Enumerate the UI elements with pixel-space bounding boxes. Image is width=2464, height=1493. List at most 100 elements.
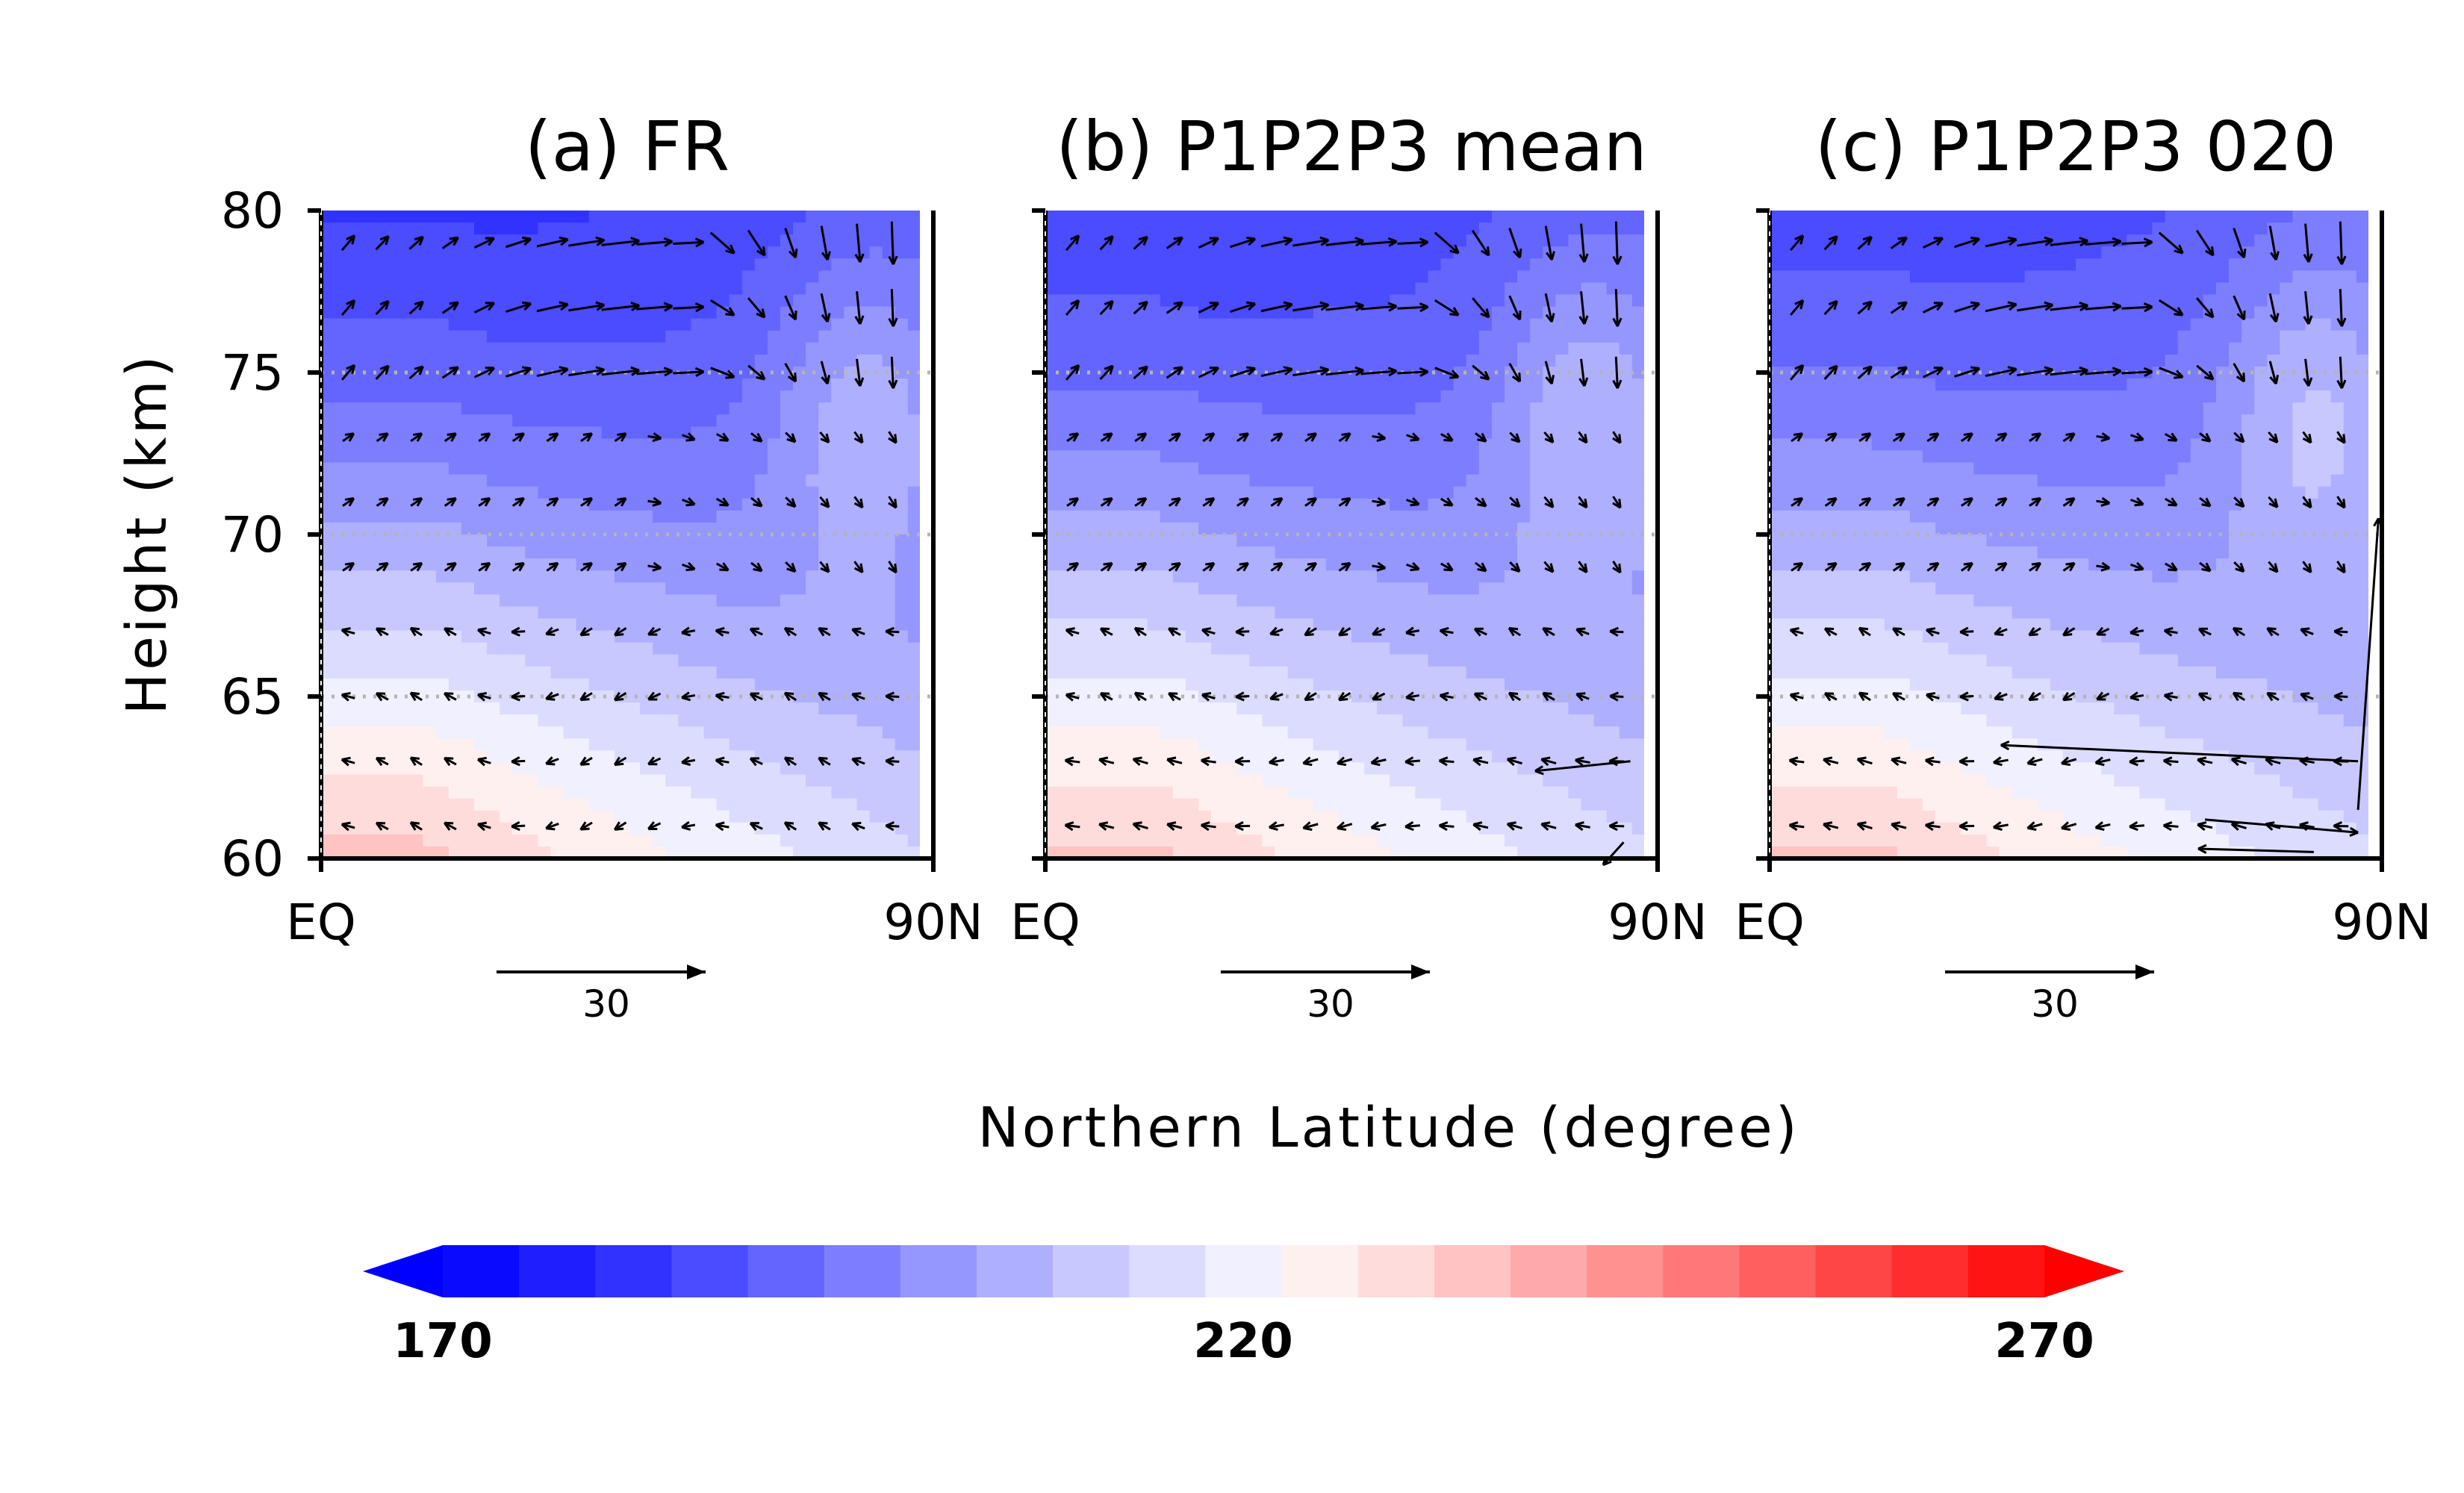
wind-vector (1857, 365, 1873, 380)
wind-vector (2164, 432, 2178, 442)
wind-vector (851, 627, 865, 637)
wind-vector (579, 821, 593, 831)
wind-vector (2017, 301, 2054, 312)
wind-vector (614, 432, 627, 443)
wind-vector (1099, 364, 1114, 380)
wind-vector (1133, 235, 1148, 250)
wind-vector (1360, 367, 1398, 377)
wind-vector (818, 627, 831, 637)
wind-vector (885, 821, 900, 832)
wind-vector (1472, 364, 1490, 381)
wind-vector (409, 821, 423, 831)
wind-vector (783, 626, 797, 637)
wind-vector (1540, 756, 1557, 767)
wind-vector (709, 231, 735, 255)
panel-a-reference-vector: 30 (497, 964, 706, 1026)
wind-vector (2302, 431, 2312, 444)
wind-vector (851, 821, 865, 832)
wind-vector (1959, 821, 1975, 832)
wind-vector (1099, 299, 1114, 316)
wind-vector (1506, 821, 1522, 831)
wind-vector (1338, 561, 1351, 572)
wind-vector (1959, 691, 1974, 702)
wind-vector (818, 691, 831, 702)
wind-vector (715, 691, 729, 702)
wind-vector (1269, 821, 1284, 832)
wind-vector (681, 756, 696, 767)
wind-vector (1543, 431, 1555, 444)
wind-vector (1612, 560, 1622, 574)
y-axis-title: Height (km) (115, 353, 179, 715)
panel-b-vectors (1064, 221, 1631, 867)
wind-vector (1372, 626, 1386, 636)
wind-vector (473, 302, 495, 314)
wind-vector (784, 228, 798, 259)
colorbar-segment (671, 1245, 749, 1297)
wind-vector (579, 756, 593, 766)
wind-vector (1858, 497, 1872, 507)
wind-vector (1066, 561, 1080, 572)
wind-vector (2162, 756, 2179, 767)
wind-vector (410, 497, 423, 507)
wind-vector (2129, 626, 2144, 637)
wind-vector (1789, 627, 1804, 637)
wind-vector (854, 291, 865, 325)
wind-vector (477, 692, 491, 702)
wind-vector (2266, 627, 2280, 637)
wind-vector (647, 432, 662, 443)
wind-vector (2303, 358, 2313, 387)
wind-vector (2017, 236, 2054, 247)
wind-vector (1609, 691, 1624, 702)
wind-vector (1438, 756, 1455, 767)
panel-b-xtick-eq: EQ (1010, 894, 1080, 951)
wind-vector (1372, 561, 1387, 572)
wind-vector (1959, 626, 1974, 637)
wind-vector (1953, 236, 1981, 249)
wind-vector (1823, 299, 1838, 316)
wind-vector (1440, 432, 1454, 442)
wind-vector (853, 431, 864, 444)
wind-vector (1440, 497, 1454, 507)
wind-vector (1578, 431, 1588, 444)
wind-vector (2196, 364, 2215, 381)
wind-vector (1612, 431, 1622, 444)
wind-vector (1372, 691, 1386, 701)
wind-vector (647, 626, 662, 636)
wind-vector (715, 562, 729, 572)
wind-vector (749, 692, 763, 702)
wind-vector (1890, 301, 1908, 314)
wind-vector (376, 432, 389, 443)
y-tick-label: 70 (221, 506, 284, 564)
wind-vector (2085, 367, 2122, 377)
wind-vector (1578, 291, 1589, 325)
wind-vector (1397, 237, 1429, 248)
wind-vector (1575, 756, 1590, 767)
wind-vector (614, 561, 627, 572)
colorbar-segment (1129, 1245, 1206, 1297)
wind-vector (1235, 626, 1250, 637)
wind-vector (1167, 627, 1181, 637)
wind-vector (784, 295, 797, 321)
wind-vector (1434, 299, 1460, 317)
wind-vector (2085, 237, 2122, 247)
wind-vector (505, 301, 532, 314)
wind-vector (340, 821, 355, 832)
wind-vector (1789, 691, 1804, 702)
wind-vector (340, 364, 356, 381)
wind-vector (2096, 691, 2110, 701)
wind-vector (477, 756, 491, 767)
wind-vector (2050, 301, 2088, 312)
wind-vector (1534, 760, 1631, 776)
wind-vector (2026, 821, 2043, 831)
wind-vector (613, 691, 627, 702)
wind-vector (1544, 361, 1555, 385)
wind-vector (1857, 300, 1873, 315)
wind-vector (2096, 626, 2110, 636)
wind-vector (1292, 236, 1330, 247)
wind-vector (1472, 756, 1489, 767)
wind-vector (673, 237, 705, 248)
wind-vector (2336, 289, 2347, 327)
wind-vector (601, 366, 640, 376)
wind-vector (2268, 496, 2279, 508)
wind-vector (1270, 497, 1284, 507)
